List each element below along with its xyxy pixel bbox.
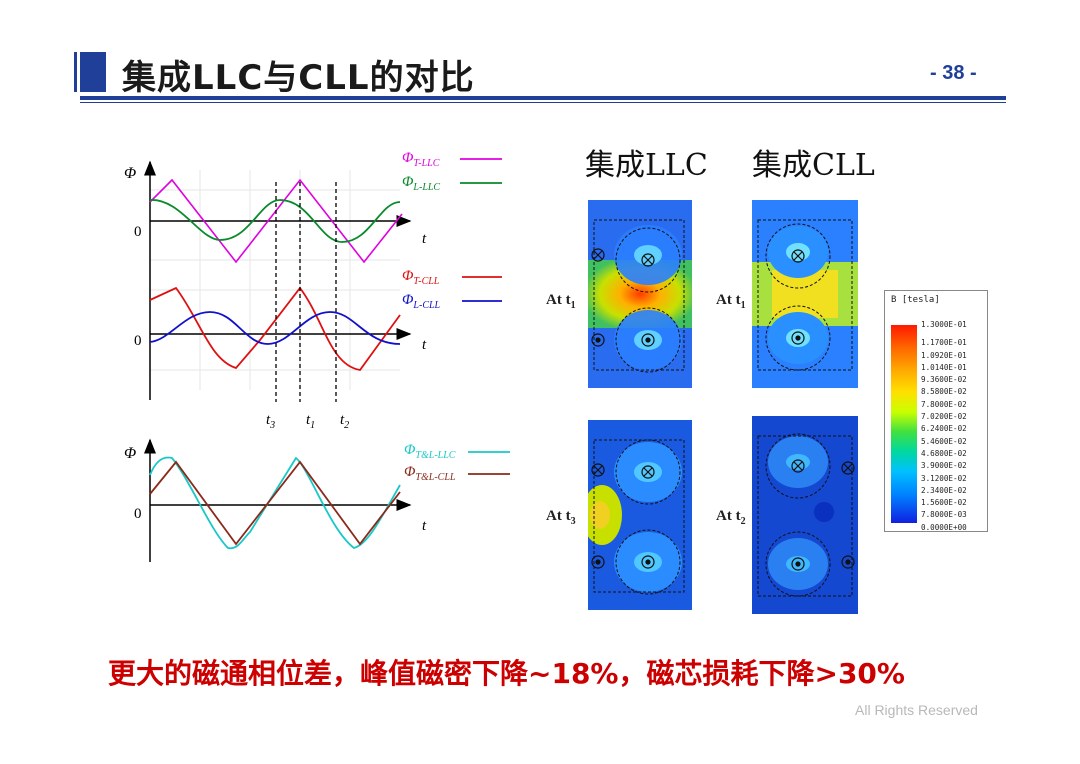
- colorbar-tick: 7.8000E-03: [921, 510, 967, 520]
- legend-tl-cll: ΦT&L-CLL: [404, 464, 456, 483]
- summary-conclusion: 更大的磁通相位差，峰值磁密下降~18%，磁芯损耗下降>30%: [108, 657, 905, 690]
- waveform-figure: Φ 0 0 t t t3 t1 t2 ΦT-LLC ΦL-LLC ΦT-CLL …: [124, 150, 510, 562]
- page-number: - 38 -: [930, 62, 977, 84]
- time-mark-t3: t3: [266, 412, 275, 431]
- legend-l-cll: ΦL-CLL: [402, 292, 441, 311]
- phi-axis-label: Φ: [124, 165, 136, 182]
- colorbar-tick: 1.0140E-01: [921, 362, 967, 372]
- page-title: 集成LLC与CLL的对比: [122, 58, 475, 98]
- colorbar-tick: 8.5800E-02: [921, 387, 967, 397]
- time-mark-t1: t1: [306, 412, 315, 431]
- colorbar-title: B [tesla]: [891, 295, 940, 305]
- colorbar-tick: 5.4600E-02: [921, 436, 967, 446]
- legend-tl-llc: ΦT&L-LLC: [404, 442, 456, 461]
- header-accent-bar: [74, 52, 106, 92]
- field-label-llc-t3: At t3: [546, 508, 576, 527]
- colorbar-tick: 2.3400E-02: [921, 485, 967, 495]
- flux-l-llc-curve: [149, 199, 401, 243]
- colorbar-tick: 7.0200E-02: [921, 412, 967, 422]
- t-axis-label: t: [422, 518, 427, 534]
- footer-copyright: All Rights Reserved: [855, 702, 978, 718]
- flux-tl-llc-curve: [149, 456, 401, 550]
- colorbar-gradient: [891, 325, 917, 523]
- field-plot-llc-t1: [588, 200, 692, 388]
- phi-axis-label: Φ: [124, 445, 136, 462]
- waveform-grid: [150, 170, 400, 390]
- colorbar-tick: 4.6800E-02: [921, 448, 967, 458]
- colorbar-tick: 1.3000E-01: [921, 320, 967, 329]
- legend-top: ΦT-LLC ΦL-LLC: [402, 150, 502, 193]
- flux-t-cll-curve: [149, 286, 401, 371]
- t-axis-label: t: [422, 337, 427, 353]
- time-markers: [275, 182, 337, 402]
- colorbar-tick: 1.0920E-01: [921, 350, 967, 360]
- colorbar-ticks: 1.3000E-01 1.1700E-01 1.0920E-01 1.0140E-01…: [921, 319, 985, 532]
- zero-label: 0: [134, 333, 142, 349]
- legend-bottom: ΦT&L-LLC ΦT&L-CLL: [404, 442, 510, 483]
- time-mark-t2: t2: [340, 412, 349, 431]
- field-label-llc-t1: At t1: [546, 292, 576, 311]
- colorbar-tick: 6.2400E-02: [921, 424, 967, 434]
- header-rule: [80, 96, 1006, 100]
- colorbar-tick: 0.0000E+00: [921, 522, 967, 532]
- flux-t-llc-curve: [149, 178, 403, 264]
- zero-label: 0: [134, 224, 142, 240]
- colorbar-tick: 9.3600E-02: [921, 375, 967, 385]
- flux-tl-cll-curve: [149, 460, 401, 546]
- legend-l-llc: ΦL-LLC: [402, 174, 440, 193]
- field-plot-cll-t1: [752, 200, 858, 388]
- colorbar-tick: 3.9000E-02: [921, 461, 967, 471]
- field-label-cll-t1: At t1: [716, 292, 746, 311]
- header-rule-thin: [80, 102, 1006, 103]
- t-axis-label: t: [422, 231, 427, 247]
- heading-integrated-llc: 集成LLC: [585, 148, 708, 183]
- legend-t-cll: ΦT-CLL: [402, 268, 440, 287]
- colorbar-tick: 3.1200E-02: [921, 473, 967, 483]
- legend-t-llc: ΦT-LLC: [402, 150, 440, 169]
- field-label-cll-t2: At t2: [716, 508, 746, 527]
- colorbar-tick: 1.5600E-02: [921, 498, 967, 508]
- flux-l-cll-curve: [149, 311, 401, 345]
- zero-label: 0: [134, 506, 142, 522]
- heading-integrated-cll: 集成CLL: [752, 148, 875, 183]
- field-plot-cll-t2: [752, 416, 858, 614]
- colorbar-tick: 7.8000E-02: [921, 399, 967, 409]
- legend-mid: ΦT-CLL ΦL-CLL: [402, 268, 502, 311]
- colorbar-legend: B [tesla] 1.3000E-01 1.1700E-01 1.0920E-01…: [884, 290, 988, 532]
- field-plot-llc-t3: [588, 420, 692, 610]
- colorbar-tick: 1.1700E-01: [921, 338, 967, 348]
